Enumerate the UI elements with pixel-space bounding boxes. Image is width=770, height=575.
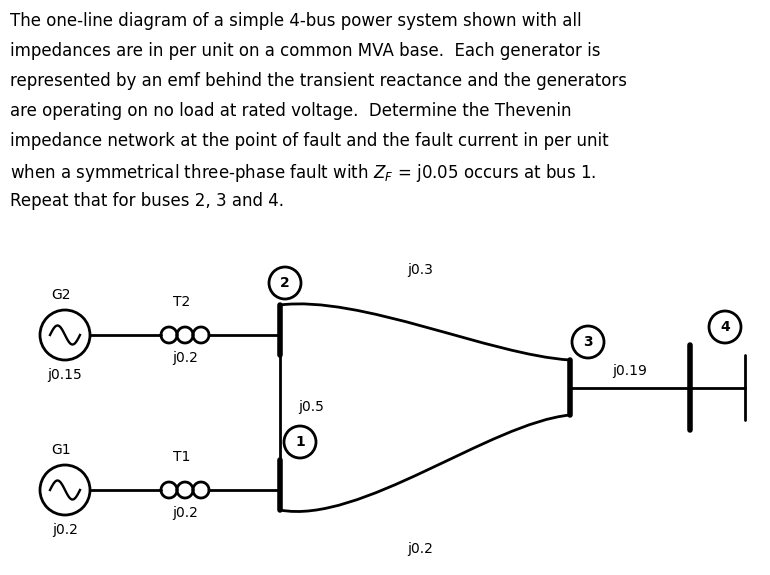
Text: when a symmetrical three-phase fault with $Z_F$ = j0.05 occurs at bus 1.: when a symmetrical three-phase fault wit… <box>10 162 596 184</box>
Text: j0.2: j0.2 <box>52 523 78 537</box>
Text: Repeat that for buses 2, 3 and 4.: Repeat that for buses 2, 3 and 4. <box>10 192 284 210</box>
Text: 4: 4 <box>720 320 730 334</box>
Text: The one-line diagram of a simple 4-bus power system shown with all: The one-line diagram of a simple 4-bus p… <box>10 12 581 30</box>
Text: impedance network at the point of fault and the fault current in per unit: impedance network at the point of fault … <box>10 132 608 150</box>
Text: T1: T1 <box>173 450 191 464</box>
Text: 2: 2 <box>280 276 290 290</box>
Text: j0.5: j0.5 <box>298 401 324 415</box>
Text: G1: G1 <box>51 443 71 457</box>
Text: j0.2: j0.2 <box>172 506 198 520</box>
Text: j0.3: j0.3 <box>407 263 433 277</box>
Text: j0.2: j0.2 <box>172 351 198 365</box>
Text: j0.15: j0.15 <box>48 368 82 382</box>
Text: j0.2: j0.2 <box>407 542 433 556</box>
Text: are operating on no load at rated voltage.  Determine the Thevenin: are operating on no load at rated voltag… <box>10 102 571 120</box>
Text: 1: 1 <box>295 435 305 449</box>
Text: j0.19: j0.19 <box>613 363 648 378</box>
Text: 3: 3 <box>583 335 593 349</box>
Text: represented by an emf behind the transient reactance and the generators: represented by an emf behind the transie… <box>10 72 627 90</box>
Text: G2: G2 <box>52 288 71 302</box>
Text: T2: T2 <box>173 295 191 309</box>
Text: impedances are in per unit on a common MVA base.  Each generator is: impedances are in per unit on a common M… <box>10 42 601 60</box>
